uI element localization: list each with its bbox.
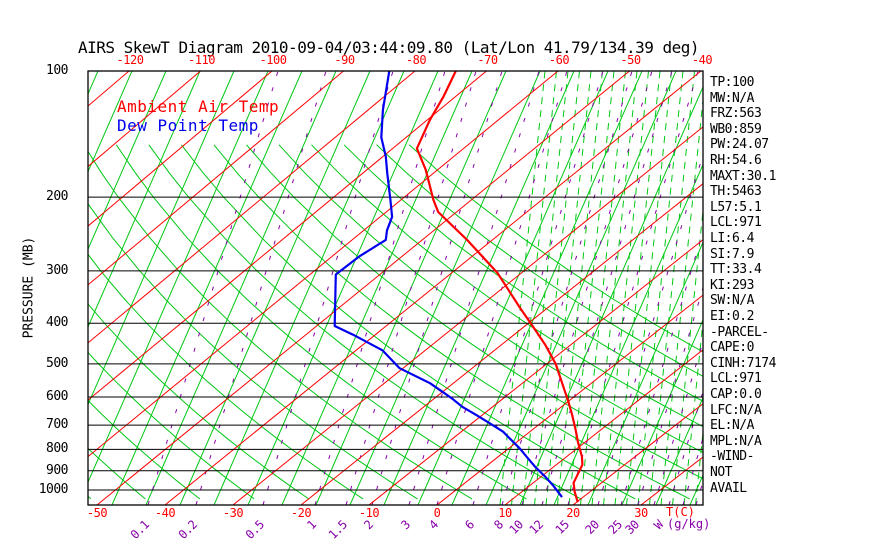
legend-dew-point-temp: Dew Point Temp bbox=[117, 116, 259, 135]
stats-item: NOT bbox=[710, 465, 732, 480]
pressure-tick: 600 bbox=[46, 389, 68, 405]
top-temp-tick: -60 bbox=[548, 53, 570, 67]
stats-item: MW:N/A bbox=[710, 90, 754, 106]
pressure-tick: 800 bbox=[46, 441, 68, 457]
stats-item: TT:33.4 bbox=[710, 262, 762, 278]
stats-item: L57:5.1 bbox=[710, 199, 762, 215]
bottom-temp-tick: 30 bbox=[634, 506, 648, 520]
stats-item: FRZ:563 bbox=[710, 106, 762, 122]
stats-item: MPL:N/A bbox=[710, 433, 762, 449]
legend-ambient-air-temp: Ambient Air Temp bbox=[117, 97, 280, 116]
stats-item: CAP:0.0 bbox=[710, 387, 762, 402]
bottom-temp-tick: -50 bbox=[86, 506, 108, 520]
mixing-ratio-axis-unit-label: (g/kg) bbox=[667, 517, 711, 531]
chart-title: AIRS SkewT Diagram 2010-09-04/03:44:09.8… bbox=[78, 38, 700, 57]
pressure-tick: 700 bbox=[46, 417, 68, 433]
stats-item: WB0:859 bbox=[710, 121, 762, 137]
stats-item: CINH:7174 bbox=[710, 355, 776, 371]
stats-item: -PARCEL- bbox=[710, 324, 769, 340]
pressure-tick: 100 bbox=[46, 63, 68, 78]
stats-item: CAPE:0 bbox=[710, 340, 754, 356]
stats-item: MAXT:30.1 bbox=[710, 168, 776, 184]
stats-item: EL:N/A bbox=[710, 418, 754, 434]
bottom-temp-tick: 0 bbox=[433, 506, 441, 520]
bottom-temp-tick: -30 bbox=[222, 506, 244, 520]
stats-item: LI:6.4 bbox=[710, 231, 754, 246]
top-temp-tick: -110 bbox=[188, 53, 215, 67]
top-temp-tick: -50 bbox=[620, 53, 641, 67]
bottom-temp-tick: -40 bbox=[154, 506, 176, 520]
stats-item: PW:24.07 bbox=[710, 137, 769, 153]
top-temp-tick: -120 bbox=[116, 53, 144, 67]
stats-item: SI:7.9 bbox=[710, 246, 754, 262]
stats-item: KI:293 bbox=[710, 277, 754, 293]
pressure-tick: 200 bbox=[46, 189, 68, 205]
stats-item: -WIND- bbox=[710, 449, 754, 465]
top-temp-tick: -90 bbox=[334, 53, 355, 67]
stats-item: LFC:N/A bbox=[710, 402, 762, 418]
top-temp-tick: -40 bbox=[691, 53, 713, 67]
bottom-temp-tick: -20 bbox=[290, 506, 312, 520]
stats-item: TP:100 bbox=[710, 75, 754, 90]
bottom-temp-tick: 20 bbox=[566, 506, 580, 520]
stats-item: TH:5463 bbox=[710, 184, 762, 200]
stats-item: AVAIL bbox=[710, 480, 747, 496]
stats-item: LCL:971 bbox=[710, 371, 762, 387]
top-temp-tick: -70 bbox=[477, 53, 498, 67]
stats-item: RH:54.6 bbox=[710, 153, 762, 168]
stats-item: LCL:971 bbox=[710, 215, 762, 231]
stats-item: SW:N/A bbox=[710, 293, 754, 309]
bottom-temp-tick: 10 bbox=[498, 506, 512, 520]
pressure-tick: 900 bbox=[46, 462, 68, 478]
top-temp-tick: -80 bbox=[405, 53, 427, 67]
top-temp-tick: -100 bbox=[259, 53, 287, 67]
pressure-tick: 400 bbox=[46, 315, 68, 331]
temp-axis-unit-label: T(C) bbox=[666, 505, 695, 519]
pressure-tick: 1000 bbox=[38, 482, 69, 497]
pressure-tick: 500 bbox=[46, 355, 68, 371]
pressure-tick: 300 bbox=[46, 262, 68, 278]
stats-item: EI:0.2 bbox=[710, 309, 754, 324]
bottom-temp-tick: -10 bbox=[358, 506, 380, 520]
